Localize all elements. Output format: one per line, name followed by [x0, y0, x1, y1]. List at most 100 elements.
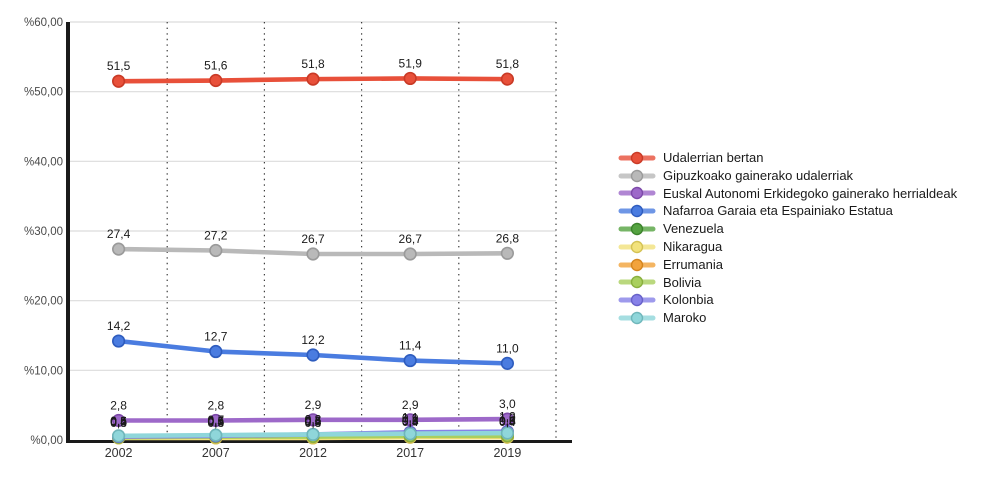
legend-series-marker-icon — [618, 294, 656, 307]
data-point — [209, 428, 223, 442]
data-point-label: 0,6 — [207, 414, 224, 428]
data-point-label: 0,5 — [207, 415, 224, 429]
data-point-label: 0,6 — [499, 414, 516, 428]
legend-item[interactable]: Maroko — [618, 309, 957, 327]
x-axis-tick-label: 2012 — [299, 446, 327, 460]
data-point-label: 26,8 — [496, 231, 520, 245]
data-point — [403, 71, 417, 86]
x-axis-tick-label: 2002 — [105, 446, 133, 460]
y-axis-line — [66, 22, 70, 443]
data-point-label: 1,1 — [402, 410, 419, 424]
data-point — [306, 413, 320, 427]
data-point-label: 0,3 — [305, 416, 322, 430]
data-point — [209, 243, 223, 258]
legend-item[interactable]: Nafarroa Garaia eta Espainiako Estatua — [618, 202, 957, 220]
y-axis-tick-label: %0,00 — [30, 435, 63, 447]
legend-item[interactable]: Venezuela — [618, 220, 957, 238]
data-point — [500, 72, 515, 86]
data-point — [403, 427, 417, 441]
y-axis-tick-label: %60,00 — [24, 17, 63, 29]
data-point-label: 0,6 — [305, 414, 322, 428]
data-point-label: 0,6 — [499, 414, 516, 428]
legend-series-marker-icon — [618, 276, 656, 289]
data-point-label: 0,3 — [207, 416, 224, 430]
legend-series-marker-icon — [618, 311, 656, 325]
data-point-label: 26,7 — [301, 232, 325, 246]
legend-series-marker-icon — [618, 169, 656, 182]
legend-series-marker-icon — [618, 187, 656, 200]
data-point-label: 3,0 — [499, 397, 516, 411]
data-point-label: 0,9 — [402, 412, 419, 426]
data-point — [500, 356, 515, 370]
data-point — [111, 429, 126, 443]
x-axis-tick-label: 2007 — [202, 446, 230, 460]
y-axis-tick-label: %20,00 — [24, 296, 63, 308]
data-point — [306, 427, 320, 442]
y-axis-tick-label: %30,00 — [24, 226, 63, 238]
data-point-label: 0,5 — [305, 415, 322, 429]
data-point — [111, 74, 126, 88]
data-point-label: 11,0 — [496, 341, 519, 355]
data-point-label: 0,4 — [402, 415, 419, 429]
data-point-label: 0,4 — [207, 415, 224, 429]
data-point-label: 51,9 — [399, 56, 423, 70]
legend-series-marker-icon — [618, 151, 656, 165]
y-axis-tick-label: %40,00 — [24, 156, 63, 168]
legend-item-label: Maroko — [663, 310, 707, 326]
data-point-label: 51,8 — [496, 57, 520, 71]
data-point — [209, 344, 223, 359]
legend-item-label: Venezuela — [663, 221, 724, 237]
legend-item[interactable]: Bolivia — [618, 274, 957, 292]
legend-series-marker-icon — [618, 258, 656, 271]
data-point-label: 51,8 — [301, 57, 325, 71]
legend-item[interactable]: Euskal Autonomi Erkidegoko gainerako her… — [618, 185, 957, 203]
data-point — [111, 413, 126, 428]
data-point-label: 0,8 — [305, 412, 322, 426]
y-axis-tick-label: %10,00 — [24, 365, 63, 377]
data-point — [403, 247, 417, 261]
data-point-label: 0,5 — [499, 415, 516, 429]
legend-series-marker-icon — [618, 222, 656, 236]
data-point — [500, 426, 515, 440]
y-axis-tick-label: %50,00 — [24, 87, 63, 99]
data-point — [209, 73, 223, 88]
data-point-label: 12,7 — [204, 330, 228, 344]
legend-item[interactable]: Nikaragua — [618, 238, 957, 256]
data-point-label: 0,6 — [402, 414, 419, 428]
data-point-label: 2,8 — [207, 398, 224, 412]
data-point-label: 0,6 — [110, 414, 127, 428]
x-axis-tick-label: 2017 — [396, 446, 424, 460]
data-point-label: 1,0 — [499, 411, 516, 425]
legend-item-label: Errumania — [663, 256, 723, 272]
data-point-label: 0,4 — [305, 415, 322, 429]
data-point-label: 2,9 — [402, 398, 419, 412]
data-point-label: 27,2 — [204, 229, 228, 243]
data-point — [500, 246, 515, 260]
legend-item-label: Euskal Autonomi Erkidegoko gainerako her… — [663, 185, 958, 201]
data-point-label: 0,6 — [402, 414, 419, 428]
data-point-label: 0,5 — [110, 415, 127, 429]
data-point-label: 26,7 — [399, 232, 423, 246]
legend-item[interactable]: Errumania — [618, 256, 957, 274]
data-point — [306, 72, 320, 86]
legend-item-label: Kolonbia — [663, 292, 714, 308]
data-point-label: 0,7 — [207, 413, 224, 427]
data-point-label: 0,3 — [110, 416, 127, 430]
legend-item[interactable]: Kolonbia — [618, 291, 957, 309]
data-point-label: 0,5 — [110, 415, 127, 429]
data-point — [403, 353, 417, 368]
data-point — [111, 242, 126, 256]
data-point — [306, 247, 320, 261]
legend-item-label: Bolivia — [663, 274, 702, 290]
legend-item-label: Nikaragua — [663, 238, 723, 254]
legend-item-label: Gipuzkoako gainerako udalerriak — [663, 167, 854, 183]
legend-item[interactable]: Gipuzkoako gainerako udalerriak — [618, 167, 957, 185]
data-point-label: 11,4 — [399, 339, 422, 353]
legend-series-marker-icon — [618, 240, 656, 254]
data-point-label: 2,9 — [305, 398, 322, 412]
data-point-label: 2,8 — [110, 398, 127, 412]
legend-item[interactable]: Udalerrian bertan — [618, 149, 957, 167]
legend: Udalerrian bertan Gipuzkoako gainerako ud… — [618, 149, 957, 327]
